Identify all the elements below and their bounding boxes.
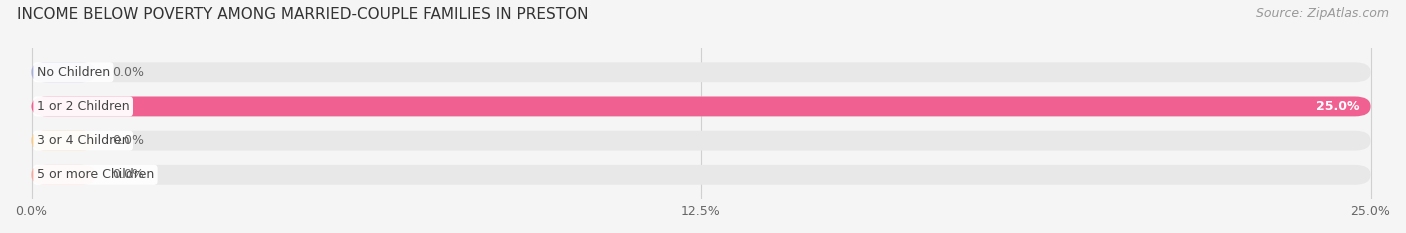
FancyBboxPatch shape <box>31 165 1371 185</box>
Text: 25.0%: 25.0% <box>1316 100 1360 113</box>
FancyBboxPatch shape <box>31 165 96 185</box>
FancyBboxPatch shape <box>31 62 1371 82</box>
Text: 0.0%: 0.0% <box>112 168 143 181</box>
FancyBboxPatch shape <box>31 96 1371 116</box>
FancyBboxPatch shape <box>31 131 1371 151</box>
Text: Source: ZipAtlas.com: Source: ZipAtlas.com <box>1256 7 1389 20</box>
Text: 0.0%: 0.0% <box>112 66 143 79</box>
FancyBboxPatch shape <box>31 131 96 151</box>
Text: 5 or more Children: 5 or more Children <box>37 168 155 181</box>
FancyBboxPatch shape <box>31 96 1371 116</box>
Text: 3 or 4 Children: 3 or 4 Children <box>37 134 129 147</box>
FancyBboxPatch shape <box>31 62 96 82</box>
Text: 0.0%: 0.0% <box>112 134 143 147</box>
Text: 1 or 2 Children: 1 or 2 Children <box>37 100 129 113</box>
Text: No Children: No Children <box>37 66 110 79</box>
Text: INCOME BELOW POVERTY AMONG MARRIED-COUPLE FAMILIES IN PRESTON: INCOME BELOW POVERTY AMONG MARRIED-COUPL… <box>17 7 588 22</box>
